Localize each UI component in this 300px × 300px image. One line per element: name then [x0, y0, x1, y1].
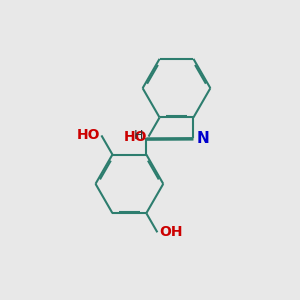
Text: H: H: [134, 129, 143, 142]
Text: HO: HO: [124, 130, 147, 144]
Text: HO: HO: [76, 128, 100, 142]
Text: N: N: [197, 130, 210, 146]
Text: OH: OH: [159, 225, 182, 239]
